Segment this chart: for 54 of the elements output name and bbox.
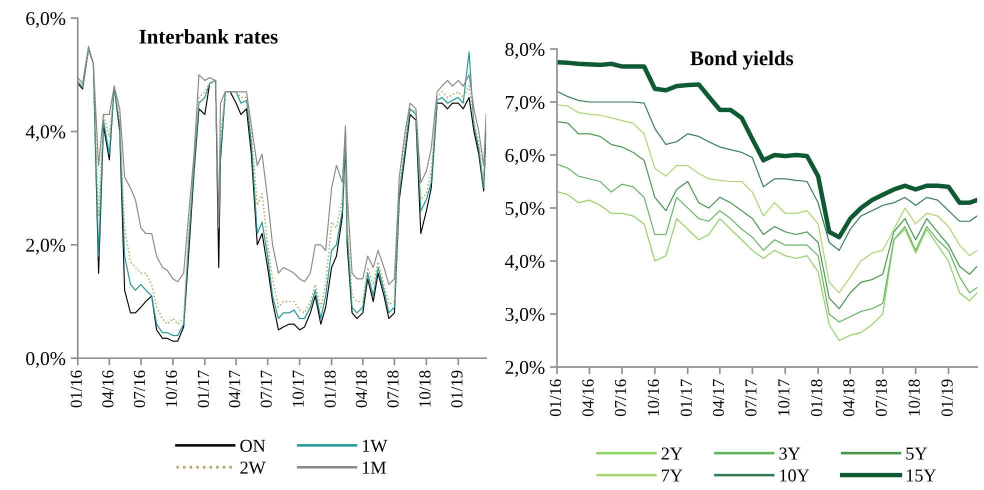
x-tick-label: 07/17 (745, 379, 757, 416)
x-tick-label: 10/17 (778, 379, 790, 416)
x-tick-label: 04/16 (582, 379, 594, 416)
legend-label: 2W (240, 462, 266, 474)
legend-label: 7Y (662, 470, 682, 482)
x-tick-label: 01/19 (941, 380, 953, 416)
y-tick-label: 4,0% (505, 254, 544, 271)
x-tick-label: 04/18 (356, 370, 367, 408)
x-tick-label: 10/16 (648, 379, 660, 416)
x-tick-label: 07/18 (387, 370, 399, 408)
legend-label: 15Y (906, 469, 936, 482)
line-series (556, 104, 978, 294)
x-tick-label: 01/19 (451, 370, 462, 408)
line-series (556, 191, 978, 342)
legend-label: ON (240, 440, 266, 452)
line-series (556, 121, 978, 310)
x-tick-label: 01/16 (70, 370, 82, 408)
y-tick-label: 6,0% (505, 148, 544, 165)
x-tick-label: 10/17 (292, 370, 304, 406)
x-tick-label: 10/18 (908, 379, 920, 416)
y-tick-label: 2,0% (505, 360, 544, 377)
x-tick-label: 04/17 (712, 379, 724, 416)
line-series (556, 163, 978, 323)
y-tick-label: 5,0% (506, 202, 544, 218)
x-tick-label: 01/16 (550, 379, 562, 416)
legend-label: 3Y (779, 448, 800, 460)
chart-title: Interbank rates (139, 29, 278, 44)
x-tick-label: 10/16 (166, 370, 178, 406)
x-tick-label: 04/18 (843, 379, 854, 416)
x-tick-label: 01/17 (198, 370, 209, 408)
x-tick-label: 01/18 (811, 379, 822, 416)
x-tick-label: 04/17 (229, 370, 240, 408)
y-tick-label: 8,0% (505, 42, 544, 59)
x-tick-label: 01/17 (680, 379, 692, 416)
x-tick-label: 07/16 (134, 370, 146, 408)
y-tick-label: 2,0% (26, 238, 66, 255)
legend-label: 2Y (662, 448, 682, 460)
x-tick-label: 07/17 (260, 370, 272, 408)
y-tick-label: 7,0% (506, 96, 544, 112)
x-tick-label: 01/18 (324, 370, 336, 408)
y-tick-label: 4,0% (26, 125, 66, 142)
x-tick-label: 10/18 (419, 370, 431, 406)
legend-label: 1W (362, 440, 388, 452)
x-tick-label: 04/16 (102, 370, 114, 408)
y-tick-label: 3,0% (506, 308, 544, 324)
legend-label: 1M (362, 462, 386, 474)
chart-title: Bond yields (690, 50, 794, 70)
line-series (556, 90, 978, 251)
legend-label: 10Y (780, 469, 810, 482)
y-tick-label: 6,0% (26, 12, 66, 28)
x-tick-label: 07/16 (614, 379, 626, 416)
y-tick-label: 0,0% (26, 352, 66, 368)
legend-label: 5Y (906, 448, 927, 460)
x-tick-label: 07/18 (876, 379, 887, 416)
